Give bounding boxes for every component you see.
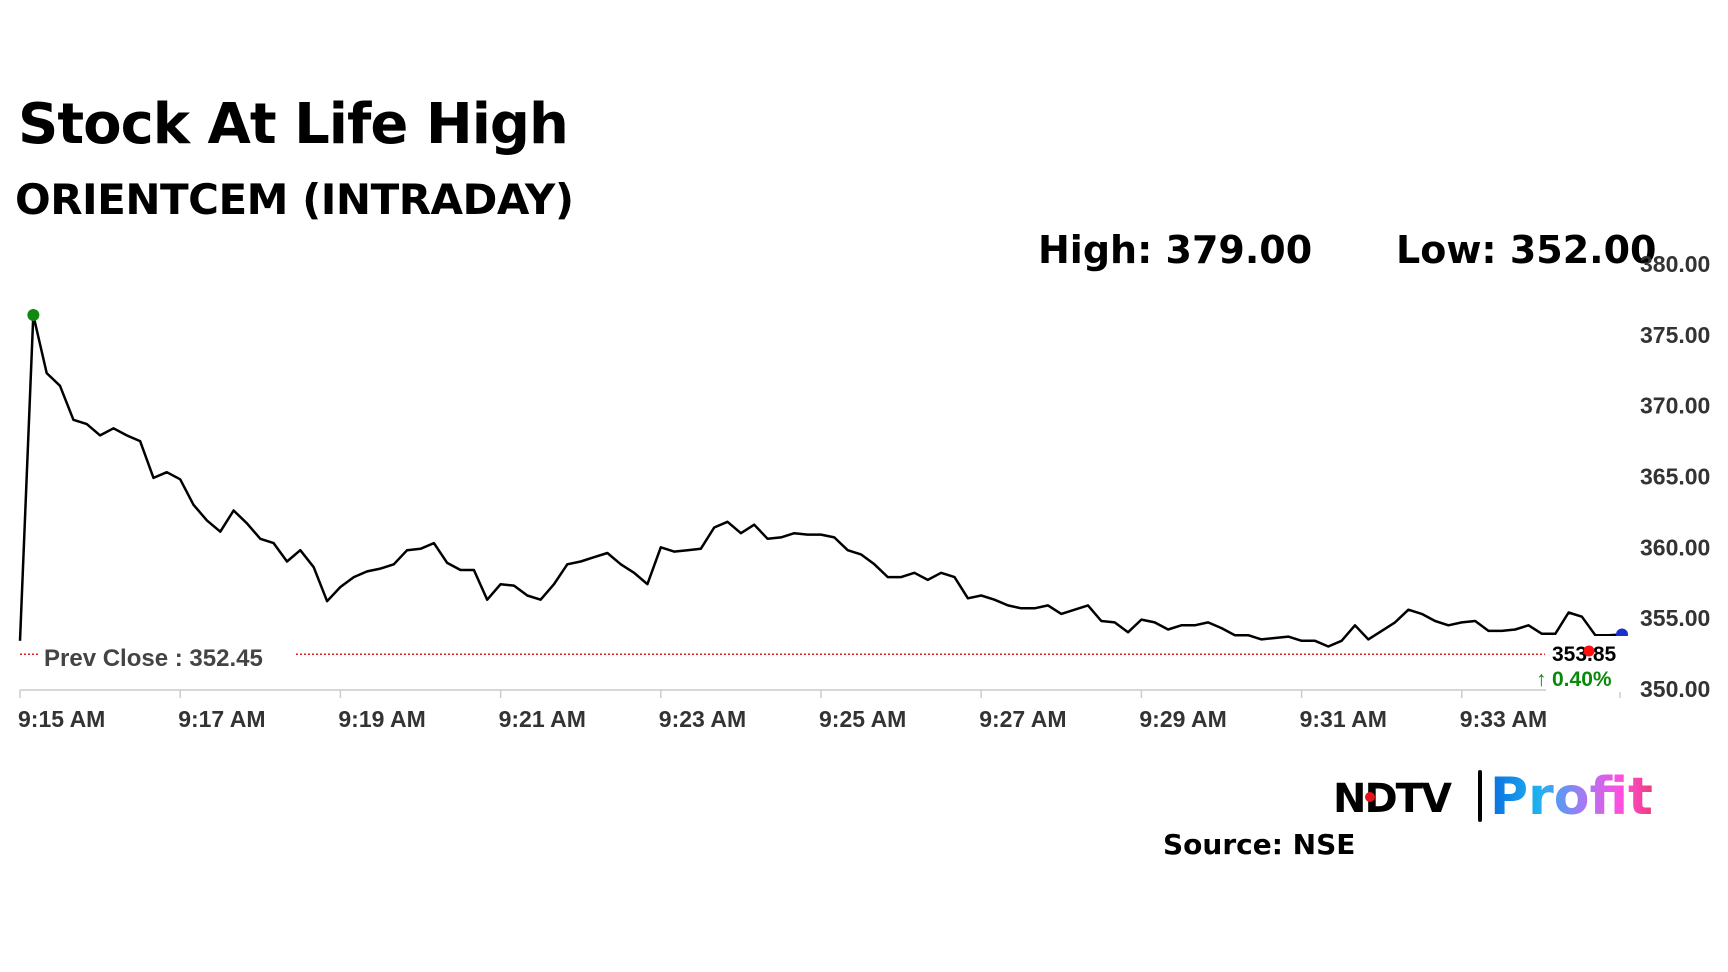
logo-separator <box>1478 770 1482 822</box>
y-tick-label: 365.00 <box>1640 464 1710 490</box>
day-low: Low: 352.00 <box>1396 228 1657 272</box>
chart-subtitle: ORIENTCEM (INTRADAY) <box>15 175 574 224</box>
x-tick-label: 9:25 AM <box>819 706 906 732</box>
prev-close-label-bg <box>38 640 296 672</box>
high-marker <box>27 309 40 321</box>
prev-close-label: Prev Close : 352.45 <box>44 645 263 672</box>
y-axis: 380.00 375.00 370.00 365.00 360.00 355.00 350.… <box>1640 251 1710 702</box>
x-tick-label: 9:21 AM <box>499 706 586 732</box>
x-tick-label: 9:29 AM <box>1139 706 1226 732</box>
x-tick-label: 9:31 AM <box>1300 706 1387 732</box>
y-tick-label: 375.00 <box>1640 322 1710 348</box>
x-tick-label: 9:33 AM <box>1460 706 1547 732</box>
x-tick-label: 9:15 AM <box>18 706 105 732</box>
prev-close-dot <box>1583 645 1595 657</box>
x-tick-label: 9:27 AM <box>979 706 1066 732</box>
x-tick-label: 9:23 AM <box>659 706 746 732</box>
y-tick-label: 355.00 <box>1640 605 1710 631</box>
profit-logo-text: Profit <box>1490 767 1653 827</box>
y-tick-label: 360.00 <box>1640 534 1710 560</box>
last-price-label: 353.85 <box>1552 643 1617 666</box>
x-tick-label: 9:17 AM <box>178 706 265 732</box>
y-tick-label: 350.00 <box>1640 676 1710 702</box>
last-price-box <box>1546 636 1628 692</box>
price-line <box>18 313 1623 648</box>
page-title: Stock At Life High <box>18 92 569 157</box>
x-tick-label: 9:19 AM <box>338 706 425 732</box>
up-arrow-icon: ↑ <box>1536 668 1547 691</box>
source-note: Source: NSE <box>1163 828 1356 861</box>
x-axis: 9:15 AM 9:17 AM 9:19 AM 9:21 AM 9:23 AM 9:25 … <box>18 689 1621 732</box>
y-tick-label: 370.00 <box>1640 393 1710 419</box>
change-percent: 0.40% <box>1552 668 1612 691</box>
ndtv-profit-logo: NDTV Profit <box>1333 767 1653 827</box>
ndtv-logo-text: NDTV <box>1333 776 1452 822</box>
ndtv-logo-dot <box>1365 792 1375 802</box>
day-high: High: 379.00 <box>1038 228 1313 272</box>
y-tick-label: 380.00 <box>1640 251 1710 277</box>
